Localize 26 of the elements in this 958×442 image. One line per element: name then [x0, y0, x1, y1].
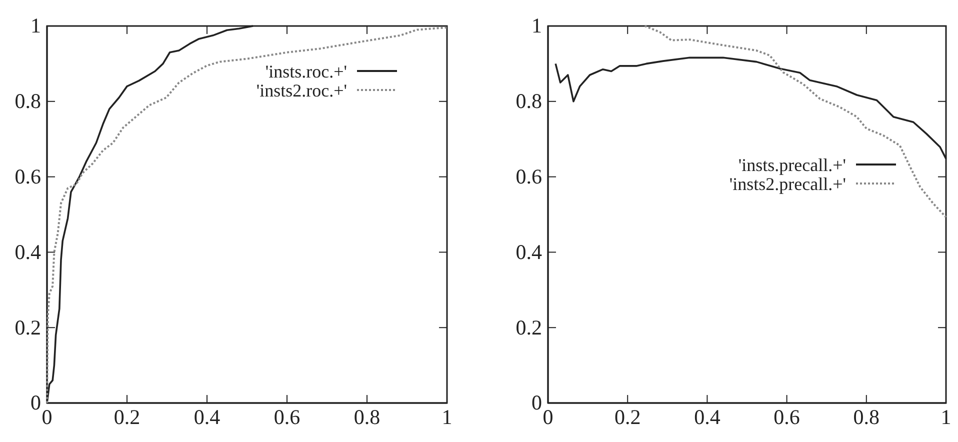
y-tick-label: 0.8 — [14, 89, 41, 114]
legend-label: 'insts2.roc.+' — [256, 80, 347, 100]
y-tick-label: 0.2 — [516, 315, 542, 340]
x-tick-label: 0.6 — [774, 404, 800, 429]
x-tick-label: 0.6 — [274, 404, 300, 429]
y-tick-label: 0.4 — [516, 240, 542, 264]
line-series — [46, 26, 448, 404]
x-tick-label: 0.2 — [614, 404, 641, 429]
y-tick-label: 1 — [532, 14, 542, 38]
x-tick-label: 1 — [940, 404, 952, 429]
y-tick-label: 0.6 — [14, 164, 41, 189]
line-series — [644, 25, 947, 218]
y-tick-label: 0.2 — [14, 315, 41, 340]
y-tick-label: 0.8 — [516, 89, 542, 114]
legend-label: 'insts.precall.+' — [738, 154, 846, 175]
legend-label: 'insts2.precall.+' — [729, 174, 846, 194]
x-tick-label: 0.4 — [194, 404, 221, 429]
x-tick-label: 0.4 — [694, 404, 721, 429]
x-tick-label: 0.8 — [354, 404, 380, 429]
x-tick-label: 1 — [442, 404, 452, 429]
x-tick-label: 0.2 — [114, 404, 140, 429]
x-tick-label: 0.8 — [853, 404, 880, 429]
y-tick-label: 0.4 — [14, 240, 42, 264]
y-tick-label: 1 — [30, 14, 41, 38]
legend-label: 'insts.roc.+' — [265, 61, 347, 82]
y-tick-label: 0.6 — [516, 164, 542, 189]
